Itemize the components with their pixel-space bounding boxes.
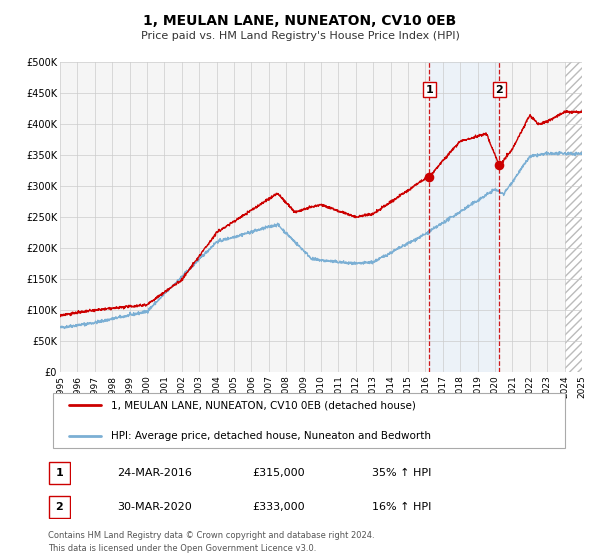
- Text: 1, MEULAN LANE, NUNEATON, CV10 0EB: 1, MEULAN LANE, NUNEATON, CV10 0EB: [143, 14, 457, 28]
- Bar: [565, 62, 582, 372]
- Text: HPI: Average price, detached house, Nuneaton and Bedworth: HPI: Average price, detached house, Nune…: [112, 431, 431, 441]
- Text: Contains HM Land Registry data © Crown copyright and database right 2024.: Contains HM Land Registry data © Crown c…: [48, 531, 374, 540]
- Text: 1, MEULAN LANE, NUNEATON, CV10 0EB (detached house): 1, MEULAN LANE, NUNEATON, CV10 0EB (deta…: [112, 400, 416, 410]
- Text: 30-MAR-2020: 30-MAR-2020: [117, 502, 192, 512]
- Text: 2: 2: [56, 502, 63, 512]
- Text: 16% ↑ HPI: 16% ↑ HPI: [372, 502, 431, 512]
- Text: 24-MAR-2016: 24-MAR-2016: [117, 468, 192, 478]
- Text: 1: 1: [425, 85, 433, 95]
- Text: 2: 2: [496, 85, 503, 95]
- Bar: [565, 62, 582, 372]
- Text: 35% ↑ HPI: 35% ↑ HPI: [372, 468, 431, 478]
- Text: 1: 1: [56, 468, 63, 478]
- Point: [494, 161, 504, 170]
- Text: Price paid vs. HM Land Registry's House Price Index (HPI): Price paid vs. HM Land Registry's House …: [140, 31, 460, 41]
- Bar: [430, 62, 499, 372]
- FancyBboxPatch shape: [49, 496, 70, 518]
- Text: This data is licensed under the Open Government Licence v3.0.: This data is licensed under the Open Gov…: [48, 544, 316, 553]
- Text: £333,000: £333,000: [252, 502, 305, 512]
- Text: £315,000: £315,000: [252, 468, 305, 478]
- FancyBboxPatch shape: [53, 393, 565, 449]
- Point: [425, 172, 434, 181]
- FancyBboxPatch shape: [49, 462, 70, 484]
